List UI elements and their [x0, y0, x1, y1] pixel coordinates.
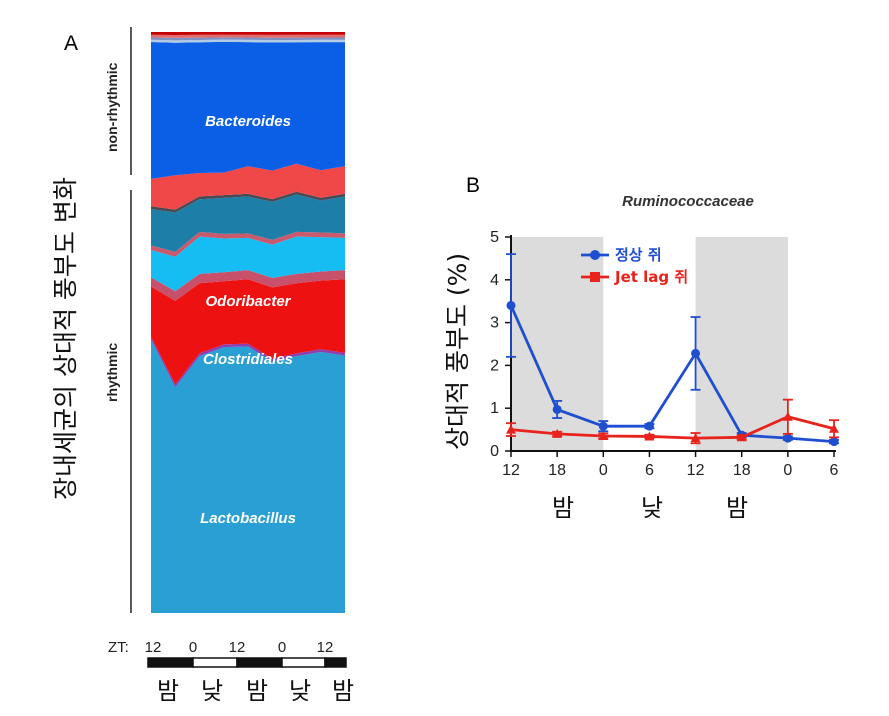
- data-point-jetlag: [690, 433, 701, 443]
- data-point-normal: [506, 300, 516, 310]
- x-tick-label: 18: [548, 462, 566, 479]
- legend-label: 정상 쥐: [615, 246, 662, 264]
- area-bacteroides: [151, 41, 345, 179]
- stacked-area-layers: [151, 32, 345, 613]
- series-line-jetlag: [510, 415, 835, 440]
- layer-label-clostridiales: Clostridiales: [203, 351, 293, 368]
- zt-tick-label: 0: [189, 639, 197, 656]
- data-point-normal: [829, 437, 839, 447]
- x-tick-label: 18: [733, 462, 751, 479]
- area-clostridiales: [151, 279, 345, 385]
- area-lactobacillus: [151, 339, 345, 613]
- data-point-jetlag: [736, 432, 747, 442]
- data-point-jetlag: [598, 431, 609, 441]
- zt-tick-label: 12: [145, 639, 162, 656]
- data-point-jetlag: [644, 431, 655, 441]
- area-layer-10: [151, 39, 345, 43]
- data-point-jetlag: [829, 423, 839, 433]
- day-night-label: 낮: [201, 677, 223, 705]
- data-point-normal: [552, 404, 562, 414]
- legend-item-jetlag: Jet lag 쥐: [581, 268, 688, 286]
- dark-period-block: [324, 657, 347, 668]
- x-tick-label: 0: [599, 462, 608, 479]
- panel-b-legend: 정상 쥐 Jet lag 쥐: [581, 246, 688, 286]
- panel-b-title: Ruminococcaceae: [622, 193, 754, 210]
- layer-label-odoribacter: Odoribacter: [205, 293, 291, 310]
- area-layer-13: [151, 32, 345, 35]
- data-point-normal: [783, 433, 793, 443]
- light-dark-bar: [147, 657, 347, 668]
- area-layer-8: [151, 163, 345, 210]
- panel-b-series: [506, 253, 839, 447]
- day-night-label: 낮: [641, 494, 663, 522]
- series-line-normal: [509, 304, 835, 443]
- panel-b-letter: B: [466, 174, 480, 197]
- series-normal: [506, 253, 839, 447]
- day-night-label: 낮: [289, 677, 311, 705]
- zt-tick-label: 12: [229, 639, 246, 656]
- legend-marker: [590, 250, 600, 260]
- y-tick-label: 3: [490, 315, 499, 332]
- area-layer-6: [151, 194, 345, 252]
- data-point-jetlag: [782, 411, 793, 421]
- zt-tick-label: 0: [278, 639, 286, 656]
- non-rhythmic-label: non-rhythmic: [104, 62, 120, 152]
- area-odoribacter: [151, 236, 345, 292]
- area-layer-11: [151, 37, 345, 41]
- panel-a-letter: A: [64, 32, 78, 55]
- data-point-normal: [598, 421, 608, 431]
- dark-period-block: [236, 657, 283, 668]
- zt-tick-labels: 12 0 12 0 12: [145, 639, 334, 656]
- y-tick-label: 0: [490, 443, 499, 460]
- x-tick-label: 12: [687, 462, 705, 479]
- layer-label-bacteroides: Bacteroides: [205, 113, 291, 130]
- data-point-jetlag: [506, 424, 516, 434]
- area-layer-5: [151, 231, 345, 257]
- y-tick-label: 4: [490, 272, 499, 289]
- legend-marker: [590, 272, 600, 282]
- x-tick-label: 6: [830, 462, 839, 479]
- y-tick-label: 5: [490, 229, 499, 246]
- data-point-normal: [691, 348, 701, 358]
- light-period-block: [281, 657, 326, 668]
- x-tick-label: 12: [502, 462, 520, 479]
- area-layer-7: [151, 191, 345, 213]
- data-point-jetlag: [552, 428, 563, 438]
- zt-tick-label: 12: [317, 639, 334, 656]
- zt-axis-label: ZT:: [108, 639, 129, 656]
- day-night-label: 밤: [332, 677, 354, 705]
- legend-label: Jet lag 쥐: [614, 268, 688, 286]
- dark-period-shade: [695, 237, 788, 451]
- y-tick-label: 2: [490, 357, 499, 374]
- y-tick-label: 1: [490, 400, 499, 417]
- light-period-block: [192, 657, 238, 668]
- x-tick-label: 0: [783, 462, 792, 479]
- panel-a-ylabel: 장내세균의 상대적 풍부도 변화: [51, 177, 80, 500]
- data-point-normal: [644, 421, 654, 431]
- day-night-label: 밤: [552, 494, 574, 522]
- area-layer-12: [151, 34, 345, 38]
- x-tick-label: 6: [645, 462, 654, 479]
- layer-label-lactobacillus: Lactobacillus: [200, 510, 296, 527]
- day-night-label: 밤: [246, 677, 268, 705]
- panel-b-ylabel: 상대적 풍부도 (%): [443, 253, 472, 450]
- legend-item-normal: 정상 쥐: [581, 246, 662, 264]
- dark-period-block: [147, 657, 194, 668]
- day-night-label: 밤: [157, 677, 179, 705]
- rhythmic-label: rhythmic: [104, 343, 120, 402]
- day-night-label: 밤: [726, 494, 748, 522]
- series-jetlag: [506, 398, 839, 445]
- area-layer-3: [151, 270, 345, 301]
